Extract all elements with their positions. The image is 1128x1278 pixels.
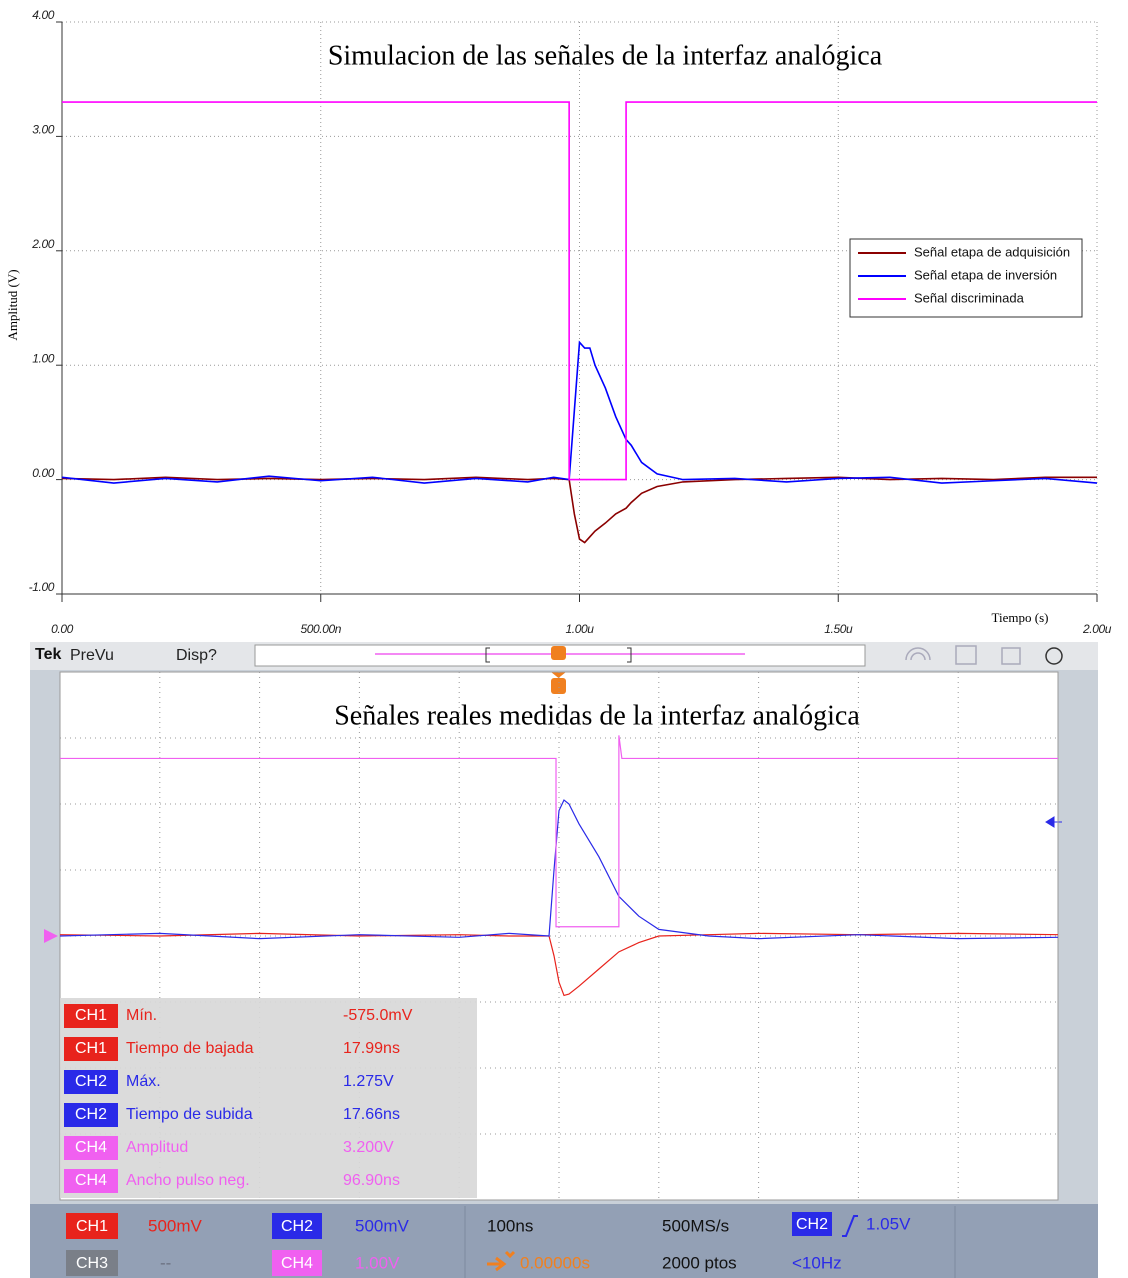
channel-badge: CH4 [75,1172,107,1189]
toolbar-item[interactable]: PreVu [70,647,114,664]
channel-badge: CH1 [75,1040,107,1057]
legend-label: Señal etapa de inversión [914,267,1057,282]
measurement-name: Tiempo de bajada [126,1040,254,1057]
measurement-panel [60,998,477,1198]
y-tick-label: 3.00 [32,123,54,137]
channel-badge[interactable]: CH1 [76,1218,108,1235]
series-line [62,342,1097,483]
channel-badge: CH2 [75,1073,107,1090]
x-tick-label: 1.00u [565,622,594,636]
sample-rate: 500MS/s [662,1216,729,1235]
toolbar-item[interactable]: Disp? [176,647,217,664]
measurement-value: 3.200V [343,1139,394,1156]
page: Simulacion de las señales de la interfaz… [0,0,1128,1278]
channel-badge[interactable]: CH3 [76,1255,108,1272]
x-tick-label: 0.00 [51,622,73,636]
x-axis-label: Tiempo (s) [992,610,1049,625]
y-tick-label: -1.00 [29,580,55,594]
horizontal-scale[interactable]: 100ns [487,1216,533,1235]
y-tick-label: 4.00 [32,8,54,22]
y-tick-label: 2.00 [31,237,54,251]
chart-title: Simulacion de las señales de la interfaz… [328,40,883,71]
channel-badge: CH4 [75,1139,107,1156]
channel-badge: CH2 [75,1106,107,1123]
channel-badge: CH1 [75,1007,107,1024]
x-tick-label: 1.50u [824,622,853,636]
x-tick-label: 2.00u [1082,622,1112,636]
series-line [62,477,1097,542]
y-tick-label: 0.00 [32,466,54,480]
channel-scale: 1.00V [355,1253,400,1272]
channel-scale: -- [160,1253,171,1272]
figure: Simulacion de las señales de la interfaz… [0,0,1128,1278]
measurement-name: Ancho pulso neg. [126,1172,250,1189]
y-tick-label: 1.00 [32,351,54,365]
scope-title: Señales reales medidas de la interfaz an… [334,700,860,731]
trigger-frequency: <10Hz [792,1253,842,1272]
measurement-name: Mín. [126,1007,157,1024]
trigger-level[interactable]: 1.05V [866,1214,911,1233]
measurement-value: -575.0mV [343,1007,413,1024]
record-length: 2000 ptos [662,1253,737,1272]
horizontal-position[interactable]: 0.00000s [520,1253,590,1272]
channel-badge[interactable]: CH4 [281,1255,313,1272]
measurement-value: 96.90ns [343,1172,400,1189]
trigger-source[interactable]: CH2 [796,1216,828,1233]
channel-badge[interactable]: CH2 [281,1218,313,1235]
measurement-name: Amplitud [126,1139,188,1156]
legend-label: Señal etapa de adquisición [914,244,1070,259]
measurement-value: 17.99ns [343,1040,400,1057]
y-axis-label: Amplitud (V) [5,269,20,340]
channel-scale: 500mV [355,1216,410,1235]
legend-label: Señal discriminada [914,290,1025,305]
channel-scale: 500mV [148,1216,203,1235]
measurement-name: Máx. [126,1073,161,1090]
x-tick-label: 500.00n [300,622,341,636]
measurement-value: 1.275V [343,1073,394,1090]
brand: Tek [35,646,61,663]
measurement-value: 17.66ns [343,1106,400,1123]
measurement-name: Tiempo de subida [126,1106,253,1123]
